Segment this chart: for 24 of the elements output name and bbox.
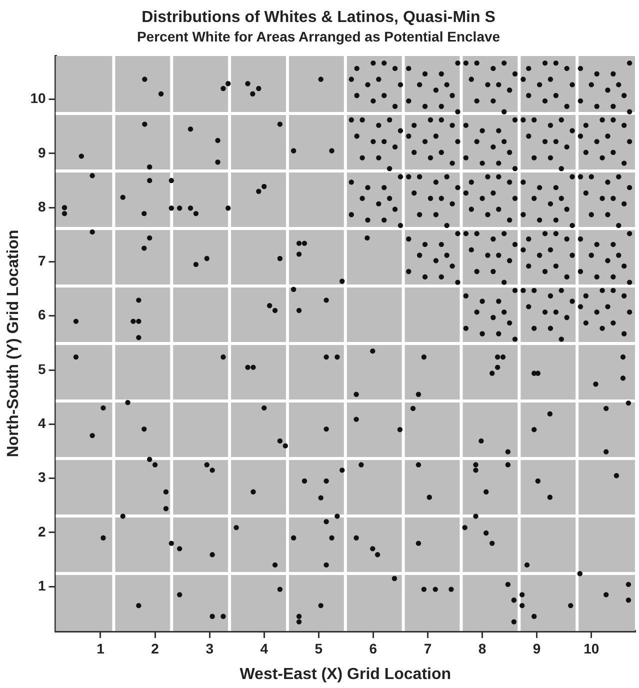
- x-tick-label: 8: [478, 640, 486, 656]
- x-tick-label: 7: [424, 640, 432, 656]
- y-tick-label: 1: [38, 577, 46, 594]
- x-tick-label: 1: [96, 640, 105, 656]
- x-axis-title: West-East (X) Grid Location: [240, 666, 452, 683]
- chart-subtitle: Percent White for Areas Arranged as Potential Enclave: [136, 28, 500, 44]
- y-tick-label: 8: [38, 198, 46, 214]
- y-tick-label: 3: [38, 469, 46, 486]
- y-tick-label: 10: [30, 90, 46, 106]
- y-tick-label: 6: [38, 306, 46, 323]
- x-tick-label: 9: [532, 640, 541, 656]
- y-axis-title: North-South (Y) Grid Location: [5, 230, 22, 458]
- y-tick-label: 7: [38, 252, 46, 269]
- y-tick-label: 4: [38, 415, 46, 432]
- y-tick-label: 9: [38, 144, 46, 160]
- y-tick-label: 5: [38, 360, 46, 377]
- y-tick-label: 2: [38, 523, 46, 540]
- x-tick-label: 5: [314, 640, 323, 656]
- chart-title: Distributions of Whites & Latinos, Quasi-Min S: [142, 9, 496, 26]
- x-tick-label: 4: [260, 640, 268, 656]
- x-tick-label: 6: [369, 640, 378, 656]
- x-tick-label: 2: [151, 640, 160, 656]
- x-tick-label: 10: [584, 640, 600, 656]
- x-tick-label: 3: [206, 640, 214, 656]
